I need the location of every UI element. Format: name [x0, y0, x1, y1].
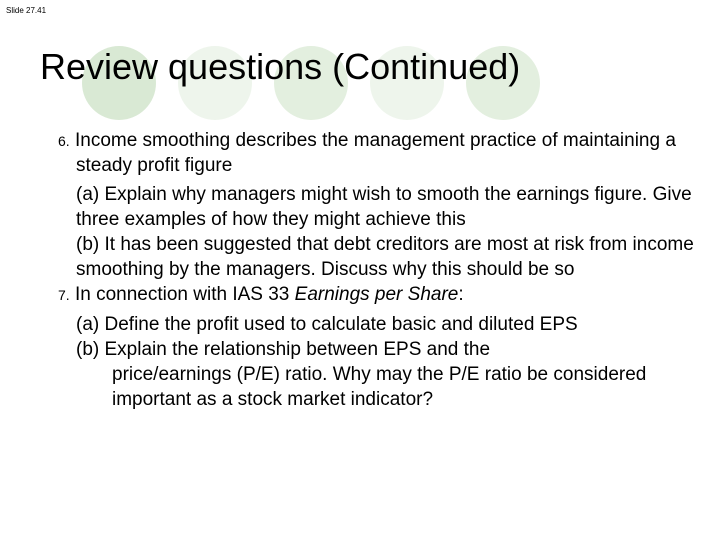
q6-number: 6. — [58, 133, 70, 149]
q7-part-b-line1: (b) Explain the relationship between EPS… — [58, 337, 700, 362]
q7-intro-pre: In connection with IAS 33 — [75, 284, 295, 305]
q7-number: 7. — [58, 287, 70, 303]
q7-part-b-line2: price/earnings (P/E) ratio. Why may the … — [58, 362, 700, 412]
q7-part-a: (a) Define the profit used to calculate … — [58, 312, 700, 337]
q6-intro: Income smoothing describes the managemen… — [75, 130, 676, 176]
q7-intro-italic: Earnings per Share — [295, 284, 459, 305]
slide-number: Slide 27.41 — [6, 6, 46, 15]
q6-part-b: (b) It has been suggested that debt cred… — [58, 232, 700, 282]
q6-part-a: (a) Explain why managers might wish to s… — [58, 182, 700, 232]
q7-intro-post: : — [458, 284, 463, 305]
content-body: 6. Income smoothing describes the manage… — [58, 128, 700, 412]
question-6: 6. Income smoothing describes the manage… — [58, 128, 700, 178]
page-title: Review questions (Continued) — [40, 46, 520, 88]
question-7: 7. In connection with IAS 33 Earnings pe… — [58, 282, 700, 307]
